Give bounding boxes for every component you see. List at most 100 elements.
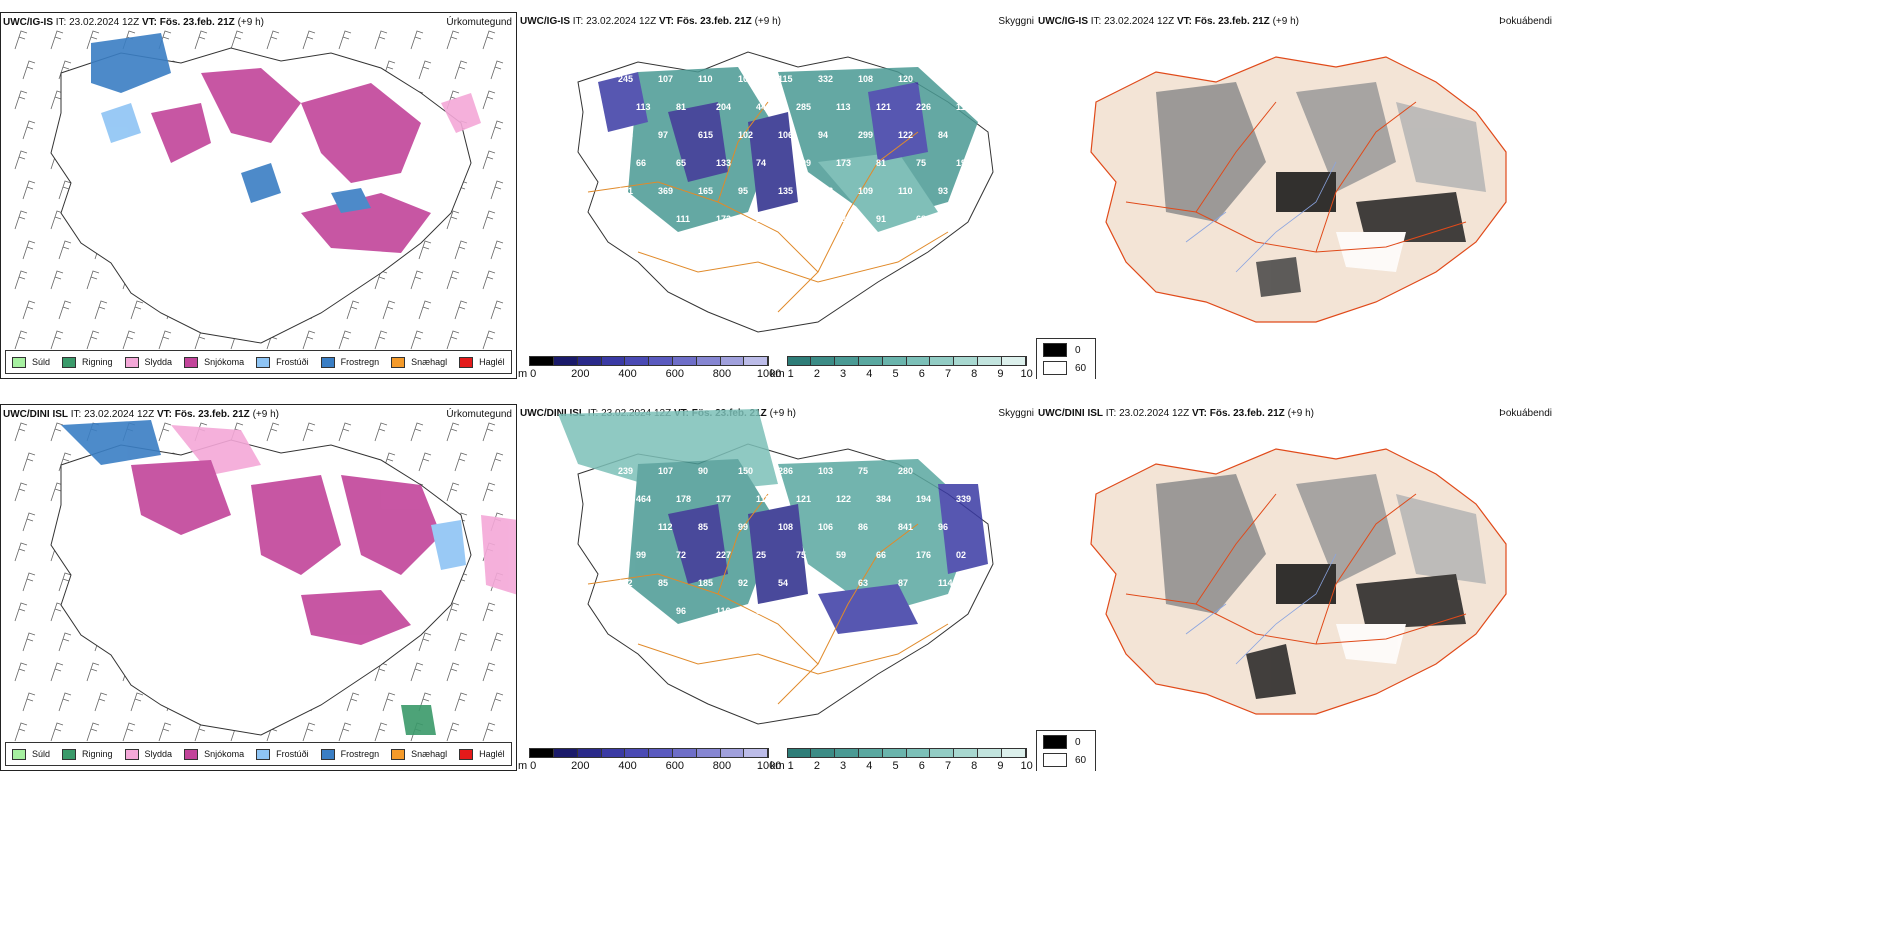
wind-barb [58, 692, 72, 712]
colorbar-cell [787, 357, 812, 365]
colorbar-tick-label: 3 [840, 760, 847, 771]
cloud-base-label: 108 [858, 74, 873, 84]
colorbar-tick-label: 400 [618, 760, 637, 771]
wind-barb [490, 120, 504, 140]
wind-barb [490, 300, 504, 320]
wind-barb [490, 632, 504, 652]
colorbar-tick-label: 10 [1020, 368, 1033, 379]
cloud-base-label: 121 [796, 214, 811, 224]
wind-barb [446, 330, 460, 350]
legend-item: Snjókoma [184, 356, 244, 368]
wind-barb [374, 722, 388, 742]
cloud-base-label: 91 [876, 214, 886, 224]
cloud-base-label: 94 [818, 130, 828, 140]
cloud-base-label: 114 [938, 578, 953, 588]
wind-barb [22, 572, 36, 592]
panel-title: Skyggni [998, 408, 1034, 419]
colorbar-cell [954, 357, 979, 365]
cloud-base-label: 119 [956, 102, 971, 112]
legend-item: Frostregn [320, 748, 379, 760]
wind-barb [122, 722, 136, 742]
cloud-base-label: 115 [778, 74, 793, 84]
fog-panel-top: UWC/IG-IS IT: 23.02.2024 12Z VT: Fös. 23… [1036, 12, 1556, 379]
wind-barb [454, 60, 468, 80]
wind-barb [338, 422, 352, 442]
cloud-base-label: 135 [778, 186, 793, 196]
colorbar-tick-label: 9 [997, 760, 1004, 771]
wind-barb [302, 422, 316, 442]
cloud-base-label: 59 [836, 550, 846, 560]
colorbar-cell [978, 357, 1002, 365]
cloud-base-label: 225 [756, 214, 771, 224]
wind-barb [338, 330, 352, 350]
wind-barb [374, 422, 388, 442]
wind-barb [14, 270, 28, 290]
cloud-base-label: 81 [876, 158, 886, 168]
wind-barb [446, 662, 460, 682]
cloud-base-label: 93 [938, 186, 948, 196]
cloud-base-label: 66 [876, 550, 886, 560]
legend-item: Súld [12, 748, 50, 760]
colorbar-cell [744, 749, 769, 757]
height-colorbar: m 0 200 400 600 800 1000 [518, 356, 781, 379]
cloud-base-label: 369 [658, 186, 673, 196]
colorbar-tick-label: 600 [665, 760, 684, 771]
wind-barb [382, 692, 396, 712]
legend-item: Slydda [124, 356, 172, 368]
wind-barb [482, 482, 496, 502]
wind-barb [58, 240, 72, 260]
colorbar-cell [906, 357, 931, 365]
wind-barb [454, 240, 468, 260]
cloud-base-label: 227 [716, 550, 731, 560]
wind-barb [158, 422, 172, 442]
wind-barb [446, 270, 460, 290]
wind-barb [410, 30, 424, 50]
legend-item: 60 [1043, 361, 1089, 375]
wind-barb [410, 662, 424, 682]
cloud-base-label: 102 [738, 130, 753, 140]
wind-barb [158, 330, 172, 350]
fog-map [1090, 448, 1507, 715]
precip-type-map [14, 30, 504, 350]
cloud-base-label: 194 [916, 494, 931, 504]
cloud-base-label: 96 [938, 522, 948, 532]
wind-barb [22, 120, 36, 140]
cloud-base-label: 63 [858, 578, 868, 588]
panel-header: UWC/DINI ISL IT: 23.02.2024 12Z VT: Fös.… [1038, 408, 1314, 419]
wind-barb [490, 180, 504, 200]
wind-barb [418, 240, 432, 260]
colorbar-tick-label: 5 [892, 760, 899, 771]
cloud-base-label: 384 [876, 494, 891, 504]
wind-barb [302, 722, 316, 742]
legend-item: 0 [1043, 735, 1089, 749]
cloud-base-label: 332 [818, 74, 833, 84]
panel-title: Skyggni [998, 16, 1034, 27]
cloud-base-label: 106 [818, 522, 833, 532]
wind-barb [482, 210, 496, 230]
colorbar-cell [696, 749, 721, 757]
colorbar-tick-label: 5 [892, 368, 899, 379]
wind-barb [130, 692, 144, 712]
wind-barb [302, 330, 316, 350]
wind-barb [158, 722, 172, 742]
cloud-base-label: 107 [658, 466, 673, 476]
colorbar-tick-label: 3 [840, 368, 847, 379]
cloud-base-label: 290 [938, 74, 953, 84]
cloud-base-label: 112 [618, 578, 633, 588]
colorbar-tick-label: 9 [997, 368, 1004, 379]
visibility-colorbar-scale: 1 2 3 4 5 6 7 8 9 10 [786, 748, 1033, 771]
cloud-base-label: 190 [956, 158, 971, 168]
wind-barb [374, 30, 388, 50]
fog-panel-bottom: UWC/DINI ISL IT: 23.02.2024 12Z VT: Fös.… [1036, 404, 1556, 771]
cloud-base-label: 25 [756, 550, 766, 560]
cloud-base-label: 108 [818, 186, 833, 196]
wind-barb [490, 240, 504, 260]
wind-barb [482, 30, 496, 50]
colorbar-cell [720, 357, 745, 365]
wind-barb [50, 662, 64, 682]
wind-barb [58, 572, 72, 592]
cloud-base-label: 97 [818, 578, 828, 588]
cloud-base-map: 245 107 110 104 115 332 108 120 290 113 81 204 441 28… [577, 51, 994, 333]
cloud-base-label: 172 [716, 214, 731, 224]
wind-barb [94, 692, 108, 712]
